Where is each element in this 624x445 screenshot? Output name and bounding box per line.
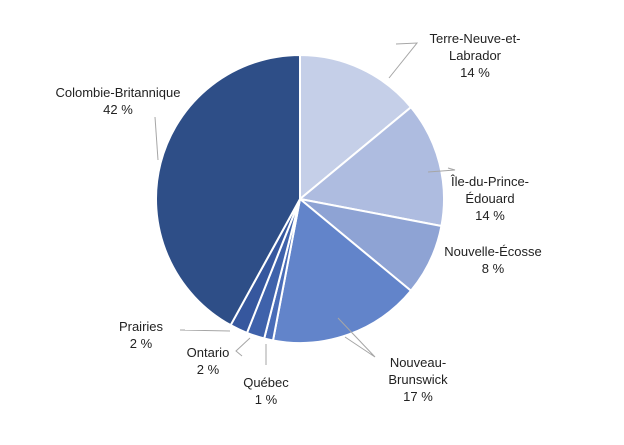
slice-value-label: 17 % bbox=[403, 389, 433, 404]
slice-value-label: 1 % bbox=[255, 392, 278, 407]
slice-value-label: 2 % bbox=[197, 362, 220, 377]
slice-value-label: 14 % bbox=[460, 65, 490, 80]
slice-name-label: Québec bbox=[243, 375, 289, 390]
leader-line bbox=[235, 337, 251, 357]
slice-name-label: Prairies bbox=[119, 319, 164, 334]
slice-name-label: Édouard bbox=[465, 191, 514, 206]
slice-name-label: Nouveau- bbox=[390, 355, 446, 370]
slice-value-label: 8 % bbox=[482, 261, 505, 276]
leader-lines bbox=[154, 42, 456, 365]
slice-name-label: Île-du-Prince- bbox=[450, 174, 529, 189]
slice-label: Colombie-Britannique 42 % bbox=[55, 85, 180, 117]
leader-line bbox=[154, 116, 159, 161]
slice-label: Québec 1 % bbox=[243, 375, 289, 407]
slice-value-label: 42 % bbox=[103, 102, 133, 117]
pie-slice bbox=[299, 53, 413, 202]
slice-name-label: Nouvelle-Écosse bbox=[444, 244, 542, 259]
leader-line bbox=[337, 317, 376, 358]
leader-line bbox=[388, 42, 419, 79]
slice-label: Ontario 2 % bbox=[187, 345, 230, 377]
pie-slice bbox=[297, 105, 445, 228]
pie-slices bbox=[155, 53, 445, 344]
slice-label: Nouvelle-Écosse 8 % bbox=[444, 244, 542, 276]
pie-slice bbox=[271, 197, 413, 344]
leader-line bbox=[179, 329, 231, 332]
slice-name-label: Ontario bbox=[187, 345, 230, 360]
slice-label: Terre-Neuve-et- Labrador 14 % bbox=[429, 31, 520, 80]
slice-name-label: Brunswick bbox=[388, 372, 448, 387]
pie-slice bbox=[155, 53, 301, 327]
slice-value-label: 14 % bbox=[475, 208, 505, 223]
slice-name-label: Colombie-Britannique bbox=[55, 85, 180, 100]
slice-label: Nouveau- Brunswick 17 % bbox=[388, 355, 448, 404]
slice-label: Prairies 2 % bbox=[119, 319, 164, 351]
slice-name-label: Terre-Neuve-et- bbox=[429, 31, 520, 46]
slice-labels: Terre-Neuve-et-Labrador 14 %Île-du-Prince… bbox=[55, 31, 541, 407]
leader-line bbox=[427, 167, 456, 173]
slice-value-label: 2 % bbox=[130, 336, 153, 351]
slice-label: Île-du-Prince- Édouard 14 % bbox=[450, 174, 529, 223]
slice-name-label: Labrador bbox=[449, 48, 502, 63]
